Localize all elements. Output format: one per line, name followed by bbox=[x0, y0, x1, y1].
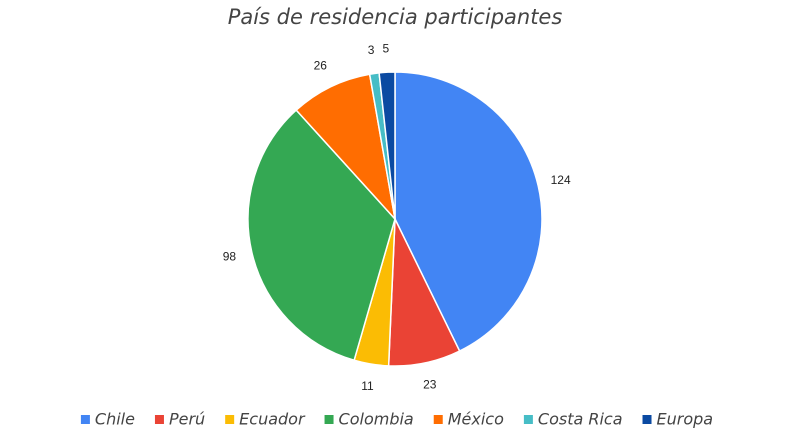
legend-swatch bbox=[433, 415, 443, 424]
pie-slice bbox=[394, 71, 543, 353]
legend-swatch bbox=[523, 415, 533, 424]
legend-swatch bbox=[642, 415, 652, 424]
data-label: 26 bbox=[314, 58, 328, 72]
legend-label: México bbox=[448, 410, 504, 429]
data-label: 5 bbox=[382, 41, 389, 55]
pie-slice bbox=[295, 73, 397, 222]
chart-title: País de residencia participantes bbox=[228, 5, 563, 29]
legend-swatch bbox=[324, 415, 334, 424]
data-label: 124 bbox=[551, 173, 571, 187]
legend-swatch bbox=[154, 415, 164, 424]
legend-label: Costa Rica bbox=[538, 410, 623, 429]
pie-slice bbox=[247, 109, 396, 362]
legend-label: Ecuador bbox=[239, 410, 306, 429]
data-label: 3 bbox=[368, 43, 375, 57]
legend-swatch bbox=[80, 415, 90, 424]
legend-label: Europa bbox=[657, 410, 714, 429]
data-label: 98 bbox=[223, 250, 237, 264]
data-label: 23 bbox=[423, 378, 437, 392]
legend-label: Chile bbox=[95, 410, 135, 429]
legend-label: Colombia bbox=[339, 410, 414, 429]
pie-slice bbox=[378, 71, 396, 220]
data-label: 11 bbox=[361, 379, 374, 393]
legend-swatch bbox=[225, 415, 235, 424]
legend-label: Perú bbox=[169, 410, 205, 429]
